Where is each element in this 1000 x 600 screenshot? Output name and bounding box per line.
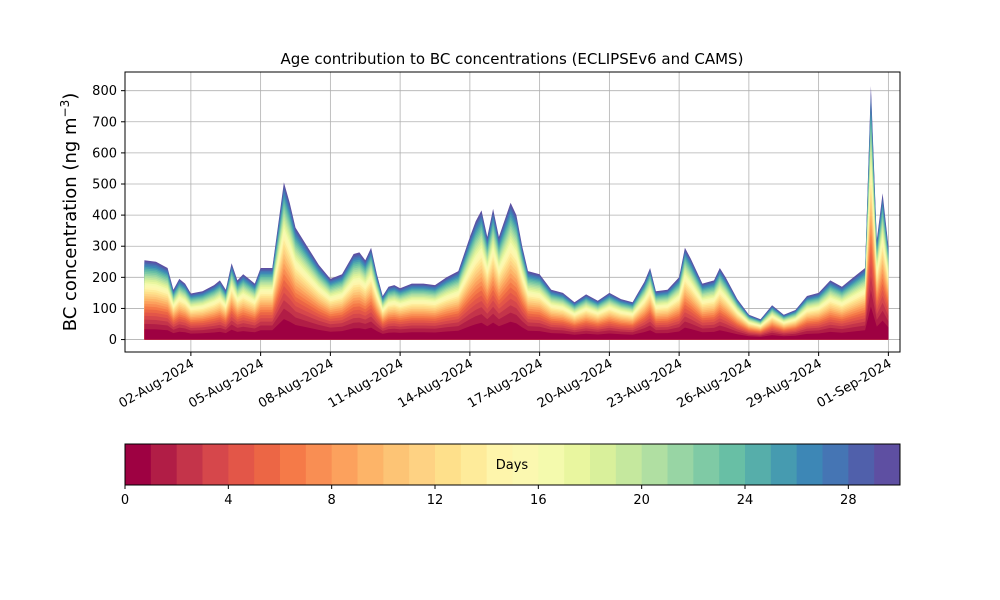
colorbar-segment bbox=[176, 444, 203, 485]
x-tick-label: 17-Aug-2024 bbox=[465, 356, 545, 411]
y-tick-label: 0 bbox=[109, 333, 117, 348]
y-tick-label: 300 bbox=[92, 240, 117, 255]
colorbar-segment bbox=[305, 444, 333, 485]
y-axis-label: BC concentration (ng m−3) bbox=[58, 93, 81, 332]
colorbar-segment bbox=[228, 444, 255, 485]
colorbar-segment bbox=[538, 444, 565, 485]
colorbar-segment bbox=[874, 444, 901, 485]
y-tick-label: 500 bbox=[92, 178, 117, 193]
plot-frame bbox=[124, 71, 901, 353]
y-axis-label-main: BC concentration (ng m bbox=[60, 117, 81, 331]
colorbar-segment bbox=[564, 444, 591, 485]
colorbar-tick-label: 28 bbox=[840, 493, 857, 508]
colorbar-segment bbox=[512, 444, 539, 485]
y-tick-label: 600 bbox=[92, 146, 117, 161]
y-tick-label: 800 bbox=[92, 84, 117, 99]
colorbar-segment bbox=[202, 444, 229, 485]
colorbar-segment bbox=[460, 444, 488, 485]
stacked-areas bbox=[144, 86, 889, 340]
x-axis-ticks: 02-Aug-202405-Aug-202408-Aug-202411-Aug-… bbox=[117, 352, 895, 412]
colorbar-segment bbox=[615, 444, 643, 485]
colorbar-segment bbox=[331, 444, 358, 485]
colorbar-tick-label: 20 bbox=[633, 493, 650, 508]
colorbar-segment bbox=[796, 444, 823, 485]
colorbar-segment bbox=[590, 444, 617, 485]
x-tick-label: 14-Aug-2024 bbox=[396, 356, 476, 411]
x-tick-label: 11-Aug-2024 bbox=[326, 356, 406, 411]
colorbar-tick-label: 12 bbox=[427, 493, 444, 508]
colorbar-segment bbox=[409, 444, 436, 485]
colorbar-label: Days bbox=[496, 458, 529, 473]
y-tick-label: 700 bbox=[92, 115, 117, 130]
y-tick-label: 400 bbox=[92, 209, 117, 224]
colorbar-tick-label: 8 bbox=[328, 493, 336, 508]
colorbar-segment bbox=[486, 444, 513, 485]
chart-title: Age contribution to BC concentrations (E… bbox=[281, 50, 744, 68]
colorbar-tick-label: 4 bbox=[224, 493, 232, 508]
colorbar-segment bbox=[667, 444, 694, 485]
y-axis-label-superscript: −3 bbox=[58, 100, 72, 118]
y-axis-label-close: ) bbox=[60, 93, 81, 100]
y-tick-label: 200 bbox=[92, 271, 117, 286]
colorbar-segment bbox=[822, 444, 849, 485]
colorbar-segment bbox=[435, 444, 462, 485]
colorbar-tick-label: 0 bbox=[121, 493, 129, 508]
age-band-0 bbox=[144, 306, 889, 340]
colorbar-segment bbox=[848, 444, 875, 485]
colorbar: 0 4 8 12 16 20 24 28 bbox=[121, 443, 901, 508]
colorbar-segment bbox=[280, 444, 307, 485]
x-tick-label: 01-Sep-2024 bbox=[815, 356, 895, 411]
x-tick-label: 26-Aug-2024 bbox=[675, 356, 755, 411]
x-tick-label: 23-Aug-2024 bbox=[605, 356, 685, 411]
x-tick-label: 08-Aug-2024 bbox=[256, 356, 336, 411]
colorbar-segment bbox=[719, 444, 746, 485]
colorbar-segment bbox=[770, 444, 798, 485]
x-tick-label: 29-Aug-2024 bbox=[744, 356, 824, 411]
colorbar-segment bbox=[745, 444, 772, 485]
x-tick-label: 02-Aug-2024 bbox=[117, 356, 197, 411]
colorbar-segment bbox=[383, 444, 410, 485]
x-tick-label: 05-Aug-2024 bbox=[186, 356, 266, 411]
colorbar-segment bbox=[125, 444, 152, 485]
colorbar-segment bbox=[150, 444, 178, 485]
colorbar-segment bbox=[357, 444, 384, 485]
y-tick-label: 100 bbox=[92, 302, 117, 317]
colorbar-tick-label: 16 bbox=[530, 493, 547, 508]
colorbar-segment bbox=[693, 444, 720, 485]
y-axis-ticks: 0 100 200 300 400 500 600 700 800 bbox=[92, 84, 125, 348]
colorbar-segment bbox=[641, 444, 668, 485]
colorbar-segment bbox=[254, 444, 281, 485]
x-tick-label: 20-Aug-2024 bbox=[535, 356, 615, 411]
colorbar-tick-label: 24 bbox=[737, 493, 754, 508]
colorbar-frame bbox=[124, 443, 901, 486]
